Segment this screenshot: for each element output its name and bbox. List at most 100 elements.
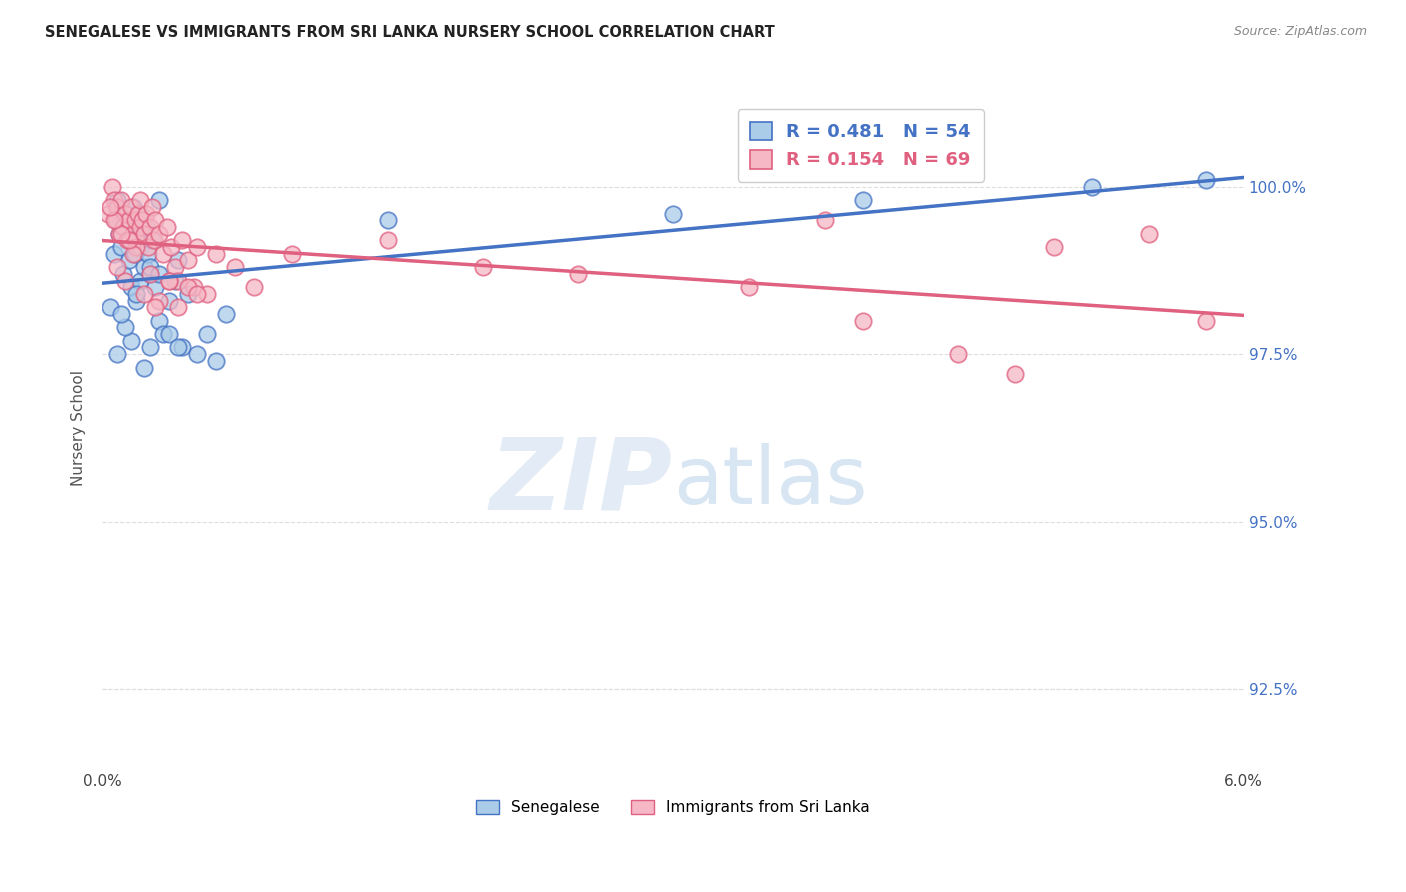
- Point: [103, 193, 125, 207]
- Point: [145, 213, 167, 227]
- Point: [139, 267, 162, 281]
- Point: [121, 246, 143, 260]
- Point: [377, 233, 399, 247]
- Point: [120, 200, 142, 214]
- Point: [125, 287, 148, 301]
- Point: [120, 280, 142, 294]
- Point: [97, 206, 120, 220]
- Point: [145, 301, 167, 315]
- Point: [139, 260, 162, 274]
- Point: [120, 334, 142, 348]
- Point: [145, 280, 167, 294]
- Point: [121, 227, 143, 241]
- Point: [127, 206, 149, 220]
- Point: [148, 227, 170, 241]
- Point: [377, 213, 399, 227]
- Point: [148, 293, 170, 308]
- Point: [139, 341, 162, 355]
- Point: [115, 206, 138, 220]
- Point: [152, 327, 174, 342]
- Point: [121, 200, 143, 214]
- Point: [177, 253, 200, 268]
- Point: [98, 301, 121, 315]
- Point: [1004, 368, 1026, 382]
- Point: [152, 246, 174, 260]
- Point: [177, 287, 200, 301]
- Point: [163, 260, 186, 274]
- Point: [104, 213, 127, 227]
- Point: [167, 273, 190, 287]
- Text: SENEGALESE VS IMMIGRANTS FROM SRI LANKA NURSERY SCHOOL CORRELATION CHART: SENEGALESE VS IMMIGRANTS FROM SRI LANKA …: [45, 25, 775, 40]
- Point: [205, 354, 228, 368]
- Point: [120, 233, 142, 247]
- Point: [107, 260, 129, 274]
- Point: [215, 307, 238, 321]
- Y-axis label: Nursery School: Nursery School: [72, 370, 86, 486]
- Point: [948, 347, 970, 361]
- Point: [118, 233, 141, 247]
- Point: [114, 206, 136, 220]
- Point: [157, 273, 180, 287]
- Point: [112, 219, 135, 234]
- Point: [1080, 179, 1102, 194]
- Point: [132, 227, 155, 241]
- Point: [177, 280, 200, 294]
- Point: [281, 246, 304, 260]
- Point: [118, 253, 141, 268]
- Point: [103, 246, 125, 260]
- Point: [139, 219, 162, 234]
- Point: [129, 206, 152, 220]
- Legend: Senegalese, Immigrants from Sri Lanka: Senegalese, Immigrants from Sri Lanka: [468, 793, 877, 823]
- Point: [567, 267, 589, 281]
- Point: [471, 260, 494, 274]
- Point: [114, 273, 136, 287]
- Point: [118, 213, 141, 227]
- Point: [186, 347, 208, 361]
- Text: atlas: atlas: [673, 443, 868, 522]
- Point: [129, 240, 152, 254]
- Point: [167, 341, 190, 355]
- Point: [136, 246, 159, 260]
- Point: [814, 213, 837, 227]
- Point: [157, 293, 180, 308]
- Point: [135, 219, 157, 234]
- Point: [112, 267, 135, 281]
- Point: [125, 293, 148, 308]
- Point: [127, 213, 149, 227]
- Point: [662, 206, 685, 220]
- Point: [142, 233, 165, 247]
- Point: [132, 287, 155, 301]
- Point: [205, 246, 228, 260]
- Point: [172, 341, 194, 355]
- Point: [115, 233, 138, 247]
- Point: [98, 200, 121, 214]
- Point: [195, 287, 218, 301]
- Point: [148, 267, 170, 281]
- Point: [124, 246, 146, 260]
- Point: [167, 301, 190, 315]
- Point: [114, 219, 136, 234]
- Point: [110, 307, 132, 321]
- Point: [108, 227, 131, 241]
- Point: [129, 273, 152, 287]
- Point: [148, 193, 170, 207]
- Point: [172, 233, 194, 247]
- Point: [1195, 173, 1218, 187]
- Point: [159, 240, 181, 254]
- Point: [135, 206, 157, 220]
- Point: [100, 179, 122, 194]
- Point: [224, 260, 246, 274]
- Point: [1137, 227, 1160, 241]
- Point: [108, 227, 131, 241]
- Point: [129, 193, 152, 207]
- Point: [124, 213, 146, 227]
- Point: [157, 327, 180, 342]
- Point: [131, 227, 153, 241]
- Point: [110, 227, 132, 241]
- Point: [738, 280, 761, 294]
- Point: [110, 193, 132, 207]
- Point: [107, 200, 129, 214]
- Point: [104, 213, 127, 227]
- Point: [186, 240, 208, 254]
- Point: [114, 320, 136, 334]
